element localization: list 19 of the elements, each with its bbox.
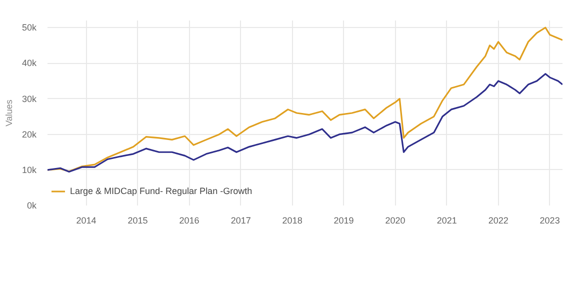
y-tick-label: 50k — [22, 22, 37, 33]
x-tick-label: 2019 — [334, 216, 354, 226]
x-tick-label: 2022 — [488, 216, 508, 226]
legend-label: Large & MIDCap Fund- Regular Plan -Growth — [70, 186, 252, 196]
x-tick-label: 2020 — [385, 216, 406, 226]
x-tick-label: 2021 — [436, 216, 457, 226]
y-tick-label: 30k — [22, 94, 37, 104]
x-tick-label: 2023 — [540, 216, 560, 226]
y-tick-label: 10k — [22, 164, 37, 175]
x-tick-label: 2015 — [128, 216, 148, 226]
line-series — [48, 73, 562, 172]
y-tick-label: 40k — [22, 58, 37, 68]
x-tick-label: 2014 — [76, 216, 96, 226]
y-tick-label: 20k — [22, 129, 37, 140]
y-tick-label: 0k — [26, 200, 37, 210]
x-tick-label: 2017 — [230, 216, 251, 226]
x-tick-label: 2016 — [179, 216, 200, 226]
y-axis-title: Values — [4, 99, 14, 126]
x-tick-label: 2018 — [282, 216, 302, 226]
